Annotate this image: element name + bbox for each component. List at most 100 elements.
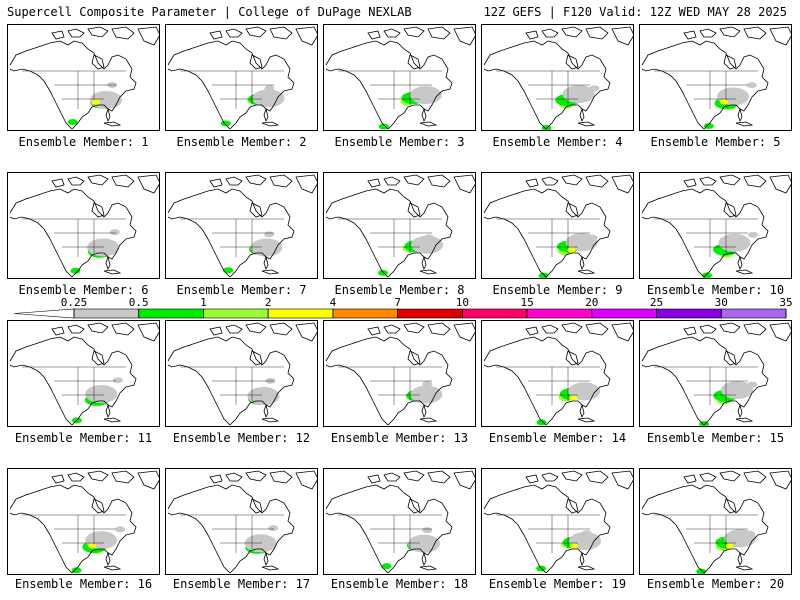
coastline <box>325 188 453 278</box>
coastline <box>641 68 705 130</box>
ensemble-member-label: Ensemble Member: 15 <box>646 431 785 445</box>
coastline <box>137 26 159 46</box>
coastline <box>367 326 381 336</box>
coastline <box>325 364 389 426</box>
scp-contour <box>381 563 392 570</box>
coastline <box>407 202 421 218</box>
north-america-map <box>167 26 317 130</box>
coastline <box>419 121 438 127</box>
coastline <box>565 350 579 366</box>
coastline <box>105 107 111 123</box>
coastline <box>263 255 269 271</box>
ensemble-member-label: Ensemble Member: 10 <box>646 283 785 297</box>
scp-contour-high <box>720 99 729 105</box>
scp-contour <box>220 120 231 127</box>
scp-contour-high <box>92 99 100 105</box>
north-america-map <box>641 322 791 426</box>
coastline <box>743 322 767 336</box>
ensemble-member-label: Ensemble Member: 13 <box>330 431 469 445</box>
coastline <box>249 498 263 514</box>
coastline <box>261 269 280 275</box>
scp-contour-high <box>725 543 734 549</box>
ensemble-member-label: Ensemble Member: 16 <box>14 577 153 591</box>
coastline <box>483 484 611 574</box>
ensemble-member-map <box>639 24 792 131</box>
coastline <box>261 121 280 127</box>
coastline <box>249 350 263 366</box>
scp-contour <box>244 534 277 553</box>
coastline <box>295 470 317 490</box>
scp-contour-high <box>567 247 576 253</box>
coastline <box>421 551 427 567</box>
coastline <box>9 40 137 130</box>
colorbar-segment <box>462 308 528 319</box>
coastline <box>249 54 263 70</box>
coastline <box>561 26 583 38</box>
coastline <box>87 26 109 38</box>
scp-contour <box>378 123 389 130</box>
coastline <box>453 174 475 194</box>
coastline <box>699 324 717 334</box>
coastline <box>743 174 767 188</box>
coastline <box>483 364 547 426</box>
coastline <box>453 322 475 342</box>
coastline <box>103 269 122 275</box>
coastline <box>105 403 111 419</box>
coastline <box>641 40 769 130</box>
run-valid-time: 12Z GEFS | F120 Valid: 12Z WED MAY 28 20… <box>483 5 787 19</box>
colorbar-segment <box>267 308 334 319</box>
coastline <box>769 174 791 194</box>
coastline <box>325 512 389 574</box>
coastline <box>723 54 737 70</box>
colorbar-tick-label: 30 <box>715 296 728 309</box>
coastline <box>91 202 105 218</box>
north-america-map <box>167 470 317 574</box>
scp-contour <box>252 89 285 108</box>
coastline <box>167 188 295 278</box>
coastline <box>483 68 547 130</box>
coastline <box>67 176 85 186</box>
coastline <box>325 216 389 278</box>
coastline <box>611 26 633 46</box>
coastline <box>419 417 438 423</box>
north-america-map <box>167 174 317 278</box>
coastline <box>565 54 579 70</box>
coastline <box>51 30 65 40</box>
coastline <box>577 565 596 571</box>
colorbar-segment <box>73 308 140 319</box>
scp-contour <box>410 385 443 404</box>
coastline <box>585 174 609 188</box>
coastline <box>585 470 609 484</box>
coastline <box>67 472 85 482</box>
scp-contour <box>718 233 751 252</box>
coastline <box>579 403 585 419</box>
coastline <box>641 336 769 426</box>
coastline <box>579 255 585 271</box>
ensemble-member-label: Ensemble Member: 12 <box>172 431 311 445</box>
scp-contour <box>109 229 120 236</box>
coastline <box>737 403 743 419</box>
coastline <box>719 322 741 334</box>
coastline <box>719 26 741 38</box>
scp-contour <box>747 231 758 238</box>
coastline <box>367 474 381 484</box>
ensemble-member-label: Ensemble Member: 7 <box>176 283 307 297</box>
coastline <box>541 176 559 186</box>
ensemble-member-map <box>165 24 318 131</box>
coastline <box>245 322 267 334</box>
scp-contour <box>115 526 126 533</box>
coastline <box>209 326 223 336</box>
ensemble-member-map <box>323 320 476 427</box>
coastline <box>641 484 769 574</box>
north-america-map <box>641 470 791 574</box>
coastline <box>295 26 317 46</box>
coastline <box>579 551 585 567</box>
coastline <box>641 364 705 426</box>
coastline <box>483 512 547 574</box>
scp-contour <box>67 119 78 126</box>
coastline <box>103 121 122 127</box>
colorbar-tick-label: 2 <box>265 296 272 309</box>
ensemble-member-label: Ensemble Member: 8 <box>334 283 465 297</box>
coastline <box>383 472 401 482</box>
scp-contour <box>378 269 389 276</box>
